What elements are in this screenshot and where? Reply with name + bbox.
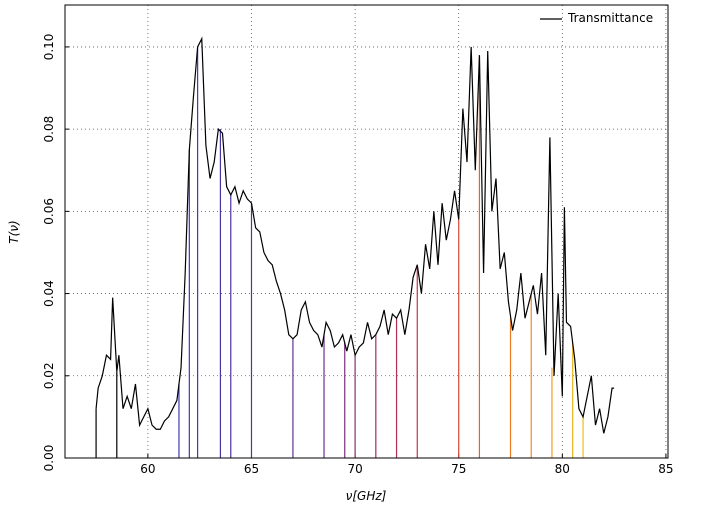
y-tick-label: 0.02 [42, 362, 56, 389]
x-tick-label: 60 [140, 462, 155, 476]
y-tick-label: 0.08 [42, 116, 56, 143]
x-tick-label: 75 [451, 462, 466, 476]
x-tick-label: 70 [347, 462, 362, 476]
x-axis-label: ν[GHz] [346, 489, 387, 503]
x-tick-label: 80 [555, 462, 570, 476]
x-tick-label: 85 [658, 462, 673, 476]
y-tick-label: 0.06 [42, 198, 56, 225]
plot-frame [64, 4, 669, 459]
data-line [95, 36, 615, 434]
legend-label: Transmittance [567, 11, 653, 25]
y-tick-label: 0.10 [42, 34, 56, 61]
y-axis-label: T(ν) [7, 220, 21, 243]
y-tick-label: 0.04 [42, 280, 56, 307]
x-tick-label: 65 [244, 462, 259, 476]
y-tick-label: 0.00 [42, 445, 56, 472]
